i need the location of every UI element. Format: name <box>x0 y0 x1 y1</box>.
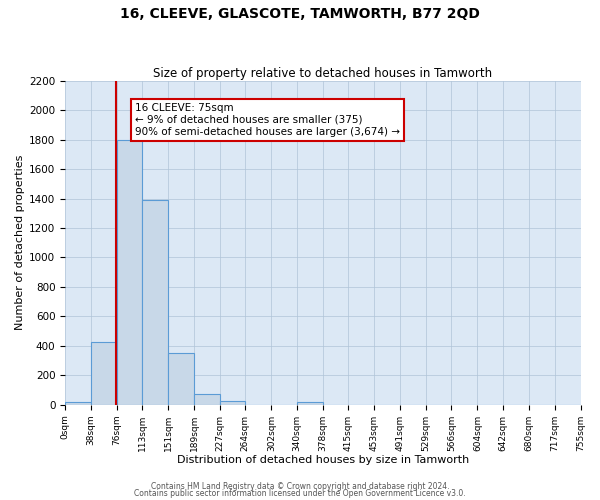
Text: Contains HM Land Registry data © Crown copyright and database right 2024.: Contains HM Land Registry data © Crown c… <box>151 482 449 491</box>
Bar <box>220 401 245 404</box>
X-axis label: Distribution of detached houses by size in Tamworth: Distribution of detached houses by size … <box>176 455 469 465</box>
Text: 16 CLEEVE: 75sqm
← 9% of detached houses are smaller (375)
90% of semi-detached : 16 CLEEVE: 75sqm ← 9% of detached houses… <box>135 104 400 136</box>
Y-axis label: Number of detached properties: Number of detached properties <box>15 155 25 330</box>
Bar <box>297 402 323 404</box>
Text: Contains public sector information licensed under the Open Government Licence v3: Contains public sector information licen… <box>134 489 466 498</box>
Bar <box>117 140 142 404</box>
Bar <box>142 200 168 404</box>
Bar <box>168 353 194 405</box>
Text: 16, CLEEVE, GLASCOTE, TAMWORTH, B77 2QD: 16, CLEEVE, GLASCOTE, TAMWORTH, B77 2QD <box>120 8 480 22</box>
Title: Size of property relative to detached houses in Tamworth: Size of property relative to detached ho… <box>153 66 493 80</box>
Bar <box>194 394 220 404</box>
Bar <box>65 402 91 404</box>
Bar <box>91 342 117 404</box>
